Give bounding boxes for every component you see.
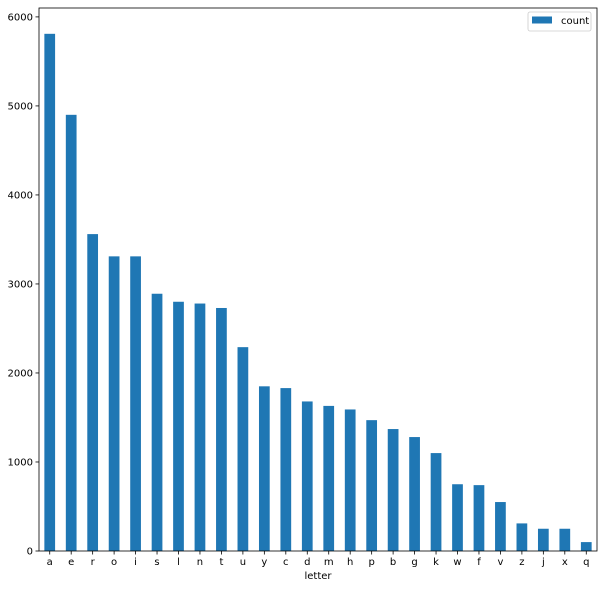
x-tick-label-c: c — [283, 557, 289, 568]
x-tick-label-p: p — [368, 557, 374, 568]
x-tick-label-i: i — [134, 557, 137, 568]
x-tick-label-x: x — [562, 557, 568, 568]
legend: count — [527, 11, 592, 32]
bar-r — [87, 234, 99, 552]
y-tick-label-4000: 4000 — [8, 190, 33, 201]
bars-group — [44, 33, 592, 552]
bar-v — [495, 502, 506, 551]
bar-t — [216, 307, 227, 551]
x-tick-label-d: d — [304, 557, 310, 568]
plot-frame — [38, 7, 598, 552]
legend-label: count — [561, 16, 589, 27]
x-tick-label-v: v — [497, 557, 503, 568]
y-tick-label-3000: 3000 — [8, 279, 33, 290]
x-tick-label-u: u — [240, 557, 246, 568]
bar-h — [344, 409, 356, 551]
bar-g — [409, 437, 420, 551]
x-tick-label-l: l — [177, 557, 180, 568]
y-tick-label-0: 0 — [27, 547, 33, 558]
bar-w — [452, 484, 463, 551]
bar-i — [130, 256, 141, 551]
bar-k — [430, 453, 442, 551]
x-tick-label-j: j — [541, 557, 545, 568]
legend-swatch — [532, 16, 552, 24]
bar-x — [559, 528, 571, 551]
x-tick-label-b: b — [390, 557, 396, 568]
x-tick-label-h: h — [347, 557, 353, 568]
y-axis: 0 1000 2000 3000 4000 5000 6000 — [8, 12, 39, 558]
y-tick-label-1000: 1000 — [8, 457, 33, 468]
x-tick-label-t: t — [219, 557, 223, 568]
bar-q — [580, 542, 592, 551]
x-tick-label-q: q — [583, 557, 589, 568]
x-tick-label-f: f — [477, 557, 481, 568]
bar-y — [258, 386, 270, 551]
y-tick-label-5000: 5000 — [8, 101, 33, 112]
x-tick-label-m: m — [324, 557, 334, 568]
bar-e — [65, 114, 77, 551]
bar-z — [516, 523, 528, 551]
x-tick-label-z: z — [519, 557, 524, 568]
bar-d — [301, 401, 313, 551]
bar-l — [173, 301, 184, 551]
y-tick-label-2000: 2000 — [8, 368, 33, 379]
x-tick-label-w: w — [453, 557, 461, 568]
y-tick-label-6000: 6000 — [8, 12, 33, 23]
x-tick-label-s: s — [154, 557, 159, 568]
x-tick-label-n: n — [197, 557, 203, 568]
x-tick-label-a: a — [47, 557, 53, 568]
x-tick-label-o: o — [111, 557, 117, 568]
bar-a — [44, 33, 56, 551]
plot-area — [39, 8, 597, 551]
bar-m — [323, 405, 335, 551]
bar-o — [108, 256, 120, 551]
x-tick-label-e: e — [68, 557, 74, 568]
x-tick-label-k: k — [433, 557, 439, 568]
x-tick-label-r: r — [91, 557, 96, 568]
x-tick-label-y: y — [261, 557, 267, 568]
bar-b — [387, 429, 399, 551]
bar-n — [194, 303, 206, 551]
x-tick-label-g: g — [411, 557, 417, 568]
bar-p — [366, 420, 378, 551]
bar-c — [280, 388, 292, 551]
bar-f — [473, 485, 485, 551]
x-axis-label: letter — [304, 571, 332, 582]
bar-j — [537, 528, 549, 551]
bar-u — [237, 347, 249, 551]
bar-s — [151, 293, 163, 551]
